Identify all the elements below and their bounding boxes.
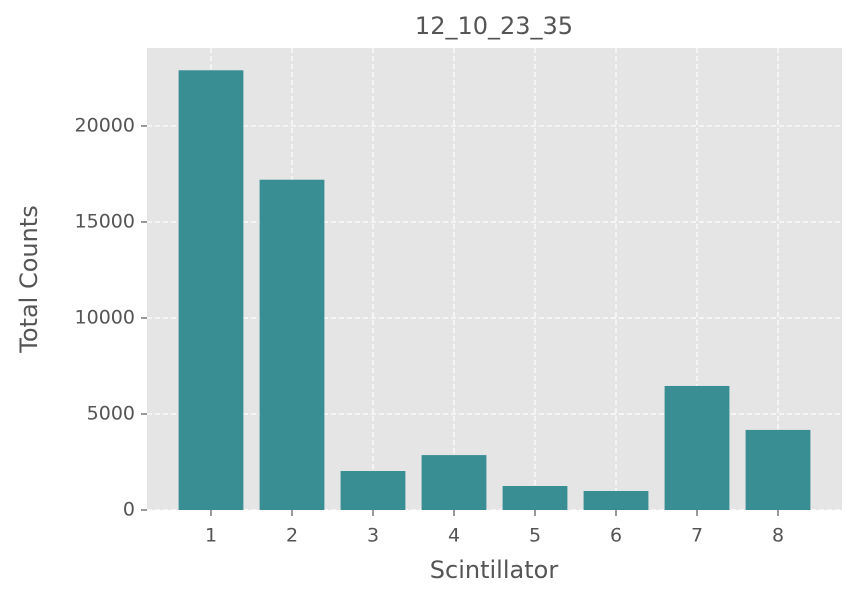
y-tick-label: 20000 [75, 114, 135, 136]
y-axis-label: Total Counts [15, 205, 43, 353]
x-tick-label: 7 [691, 525, 703, 547]
bar [421, 455, 487, 510]
bar [259, 179, 325, 510]
x-tick-label: 6 [610, 525, 622, 547]
x-tick-label: 1 [205, 525, 217, 547]
y-tick-label: 15000 [75, 210, 135, 232]
bar [664, 385, 730, 510]
y-tick-label: 10000 [75, 306, 135, 328]
plot-area [147, 48, 842, 510]
chart-title: 12_10_23_35 [415, 12, 573, 40]
x-tick-label: 3 [367, 525, 379, 547]
bar [340, 471, 406, 510]
bar [583, 490, 649, 510]
x-tick-label: 5 [529, 525, 541, 547]
x-tick-label: 8 [772, 525, 784, 547]
bar [502, 485, 568, 510]
x-tick-label: 4 [448, 525, 460, 547]
x-tick-label: 2 [286, 525, 298, 547]
bar [745, 429, 811, 510]
y-tick-label: 0 [123, 499, 135, 521]
y-tick-label: 5000 [87, 402, 135, 424]
bar [178, 70, 244, 510]
x-axis-label: Scintillator [430, 556, 559, 584]
